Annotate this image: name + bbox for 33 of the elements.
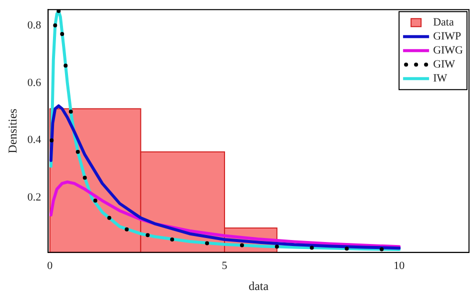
y-tick-label: 0.2: [27, 192, 42, 204]
point: [344, 246, 349, 251]
point: [56, 10, 61, 14]
point: [50, 138, 54, 142]
y-tick-label: 0.4: [27, 134, 42, 146]
point: [93, 198, 98, 203]
legend-label: Data: [433, 16, 454, 28]
point: [60, 32, 64, 36]
point: [146, 233, 150, 238]
legend-label: IW: [433, 72, 448, 84]
point: [64, 64, 68, 68]
x-tick-label: 0: [47, 260, 54, 272]
point: [170, 237, 174, 242]
point: [205, 241, 210, 246]
point: [53, 23, 58, 28]
legend-label: GIW: [433, 58, 456, 70]
point: [107, 216, 112, 220]
point: [274, 244, 279, 249]
y-tick-label: 0.6: [27, 76, 42, 89]
x-axis-title: data: [248, 278, 270, 293]
point: [380, 247, 384, 252]
y-axis-title: Densities: [5, 108, 20, 154]
point: [68, 110, 73, 114]
point: [76, 150, 80, 154]
point: [82, 176, 87, 180]
x-tick-label: 5: [222, 260, 228, 272]
legend-label: GIWP: [433, 30, 462, 42]
point: [240, 243, 244, 248]
point: [124, 227, 129, 232]
y-tick-label: 0.8: [27, 19, 42, 32]
point: [310, 246, 314, 250]
x-tick-label: 10: [394, 260, 406, 272]
legend-label: GIWG: [433, 44, 464, 56]
